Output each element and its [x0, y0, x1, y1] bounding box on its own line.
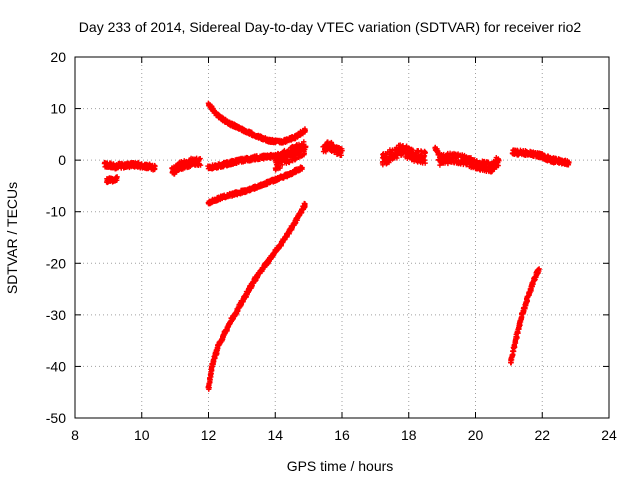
plot-frame: [74, 56, 610, 419]
grid: [75, 57, 609, 418]
series-arc-19-20: [435, 150, 502, 175]
series-arc-09-low: [103, 174, 120, 186]
y-tick-label: -40: [46, 358, 66, 374]
data-point: [196, 156, 202, 162]
data-point: [422, 160, 428, 166]
y-tick-label: 0: [58, 152, 66, 168]
data-point: [299, 165, 305, 171]
x-tick-label: 14: [267, 427, 283, 443]
data-point: [279, 162, 285, 168]
x-tick-label: 18: [401, 427, 417, 443]
data-point: [338, 152, 344, 158]
x-tick-label: 8: [71, 427, 79, 443]
data-point: [302, 202, 308, 208]
series-arc-12-steep: [205, 200, 308, 392]
data-point: [114, 174, 120, 180]
x-tick-label: 12: [201, 427, 217, 443]
data-point: [535, 266, 542, 273]
series-arc-12-middle: [205, 143, 308, 172]
y-axis-label: SDTVAR / TECUs: [4, 182, 20, 294]
series-arc-21-steep: [508, 266, 542, 366]
data-point: [566, 160, 572, 166]
data-point: [206, 381, 212, 387]
x-tick-label: 22: [534, 427, 550, 443]
y-tick-label: 20: [50, 49, 66, 65]
x-axis-label: GPS time / hours: [287, 458, 394, 474]
data-point: [293, 155, 299, 161]
data-point: [276, 160, 282, 166]
data-point: [301, 139, 307, 145]
data-point: [277, 165, 283, 171]
series-arc-14-clump: [272, 139, 309, 173]
y-tick-label: -20: [46, 255, 66, 271]
data-point: [302, 128, 308, 134]
chart-title: Day 233 of 2014, Sidereal Day-to-day VTE…: [79, 19, 582, 35]
series-arc-11: [169, 155, 204, 177]
series-arc-17-18: [379, 142, 428, 168]
x-tick-label: 10: [134, 427, 150, 443]
x-tick-label: 20: [468, 427, 484, 443]
data-point: [198, 162, 204, 168]
axes: 8 10 12 14 16 18 20 22 24 20 10 0 -10 -20 -30 -40 -50: [46, 49, 617, 443]
y-tick-label: 10: [50, 101, 66, 117]
data-point: [496, 158, 502, 164]
series-arc-12-upper: [205, 100, 308, 146]
series-arc-12-lower: [205, 164, 305, 207]
x-tick-label: 24: [601, 427, 617, 443]
data-point: [422, 149, 428, 155]
data-point: [303, 143, 309, 149]
y-tick-label: -30: [46, 307, 66, 323]
data-point: [281, 147, 288, 154]
x-tick-label: 16: [334, 427, 350, 443]
data-points: [101, 100, 572, 392]
data-point: [301, 150, 307, 157]
data-point: [394, 155, 400, 161]
data-point: [421, 153, 428, 159]
series-arc-21-22: [509, 147, 572, 168]
data-point: [417, 158, 423, 165]
data-point: [152, 163, 158, 169]
series-arc-15-7: [320, 139, 345, 158]
data-point: [339, 146, 345, 152]
data-point: [513, 333, 519, 340]
series-arc-09-10: [101, 159, 158, 173]
y-tick-label: -50: [46, 410, 66, 426]
y-tick-label: -10: [46, 204, 66, 220]
